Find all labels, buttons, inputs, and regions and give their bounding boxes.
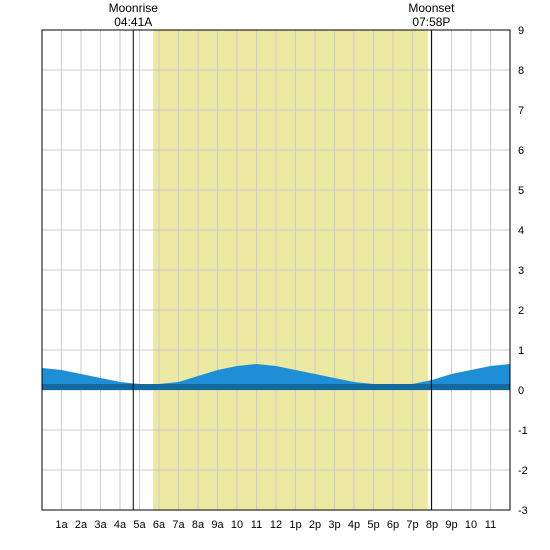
moon-rise-label: Moonrise xyxy=(109,1,159,15)
x-tick: 3a xyxy=(94,519,107,531)
x-tick: 7a xyxy=(172,519,185,531)
tide-curve-fill xyxy=(42,364,510,384)
x-tick: 4p xyxy=(348,519,360,531)
y-tick: 7 xyxy=(518,105,524,117)
x-tick: 7p xyxy=(406,519,418,531)
x-tick: 12 xyxy=(270,519,282,531)
x-tick: 4a xyxy=(114,519,127,531)
moon-set-time: 07:58P xyxy=(412,15,450,29)
x-tick: 1p xyxy=(289,519,301,531)
x-tick: 11 xyxy=(485,519,496,531)
moon-set-label: Moonset xyxy=(408,1,455,15)
x-tick: 3p xyxy=(328,519,340,531)
chart-svg: Moonrise04:41AMoonset07:58P-3-2-10123456… xyxy=(0,0,550,550)
y-tick: 1 xyxy=(518,345,524,357)
y-tick: 0 xyxy=(518,385,524,397)
x-tick: 9a xyxy=(211,519,224,531)
moon-rise-time: 04:41A xyxy=(114,15,152,29)
x-tick: 1a xyxy=(55,519,68,531)
x-tick: 10 xyxy=(465,519,477,531)
tide-chart: Moonrise04:41AMoonset07:58P-3-2-10123456… xyxy=(0,0,550,550)
y-tick: -1 xyxy=(518,425,528,437)
x-tick: 5a xyxy=(133,519,146,531)
x-tick: 2a xyxy=(75,519,88,531)
x-tick: 8a xyxy=(192,519,205,531)
y-tick: 6 xyxy=(518,145,524,157)
x-tick: 2p xyxy=(309,519,321,531)
y-tick: -3 xyxy=(518,505,528,517)
x-tick: 8p xyxy=(426,519,438,531)
y-tick: 5 xyxy=(518,185,524,197)
y-tick: -2 xyxy=(518,465,528,477)
x-tick: 6p xyxy=(387,519,399,531)
y-tick: 4 xyxy=(518,225,524,237)
x-tick: 6a xyxy=(153,519,166,531)
y-tick: 3 xyxy=(518,265,524,277)
x-tick: 9p xyxy=(445,519,457,531)
y-tick: 2 xyxy=(518,305,524,317)
x-tick: 11 xyxy=(251,519,262,531)
y-tick: 8 xyxy=(518,65,524,77)
tide-base-band xyxy=(42,384,510,390)
x-tick: 10 xyxy=(231,519,243,531)
x-tick: 5p xyxy=(367,519,379,531)
y-tick: 9 xyxy=(518,25,524,37)
